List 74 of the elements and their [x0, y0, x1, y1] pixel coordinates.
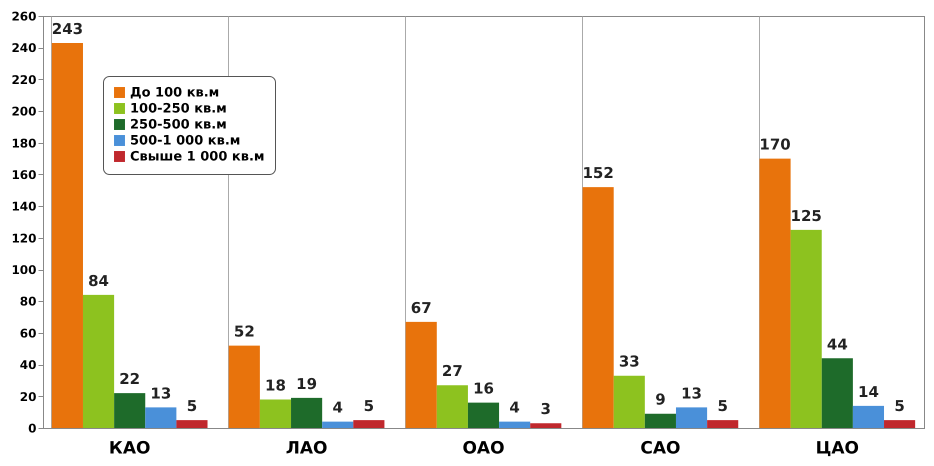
bar: [353, 420, 384, 428]
y-tick-label: 120: [11, 231, 36, 246]
y-tick-label: 0: [28, 422, 36, 436]
data-label: 5: [364, 397, 374, 416]
bar: [145, 407, 176, 428]
y-tick-label: 140: [11, 200, 36, 214]
bar: [499, 422, 530, 428]
bar: [406, 322, 437, 428]
data-label: 19: [296, 374, 318, 393]
y-tick-label: 240: [11, 41, 36, 56]
data-label: 4: [332, 398, 343, 417]
bar: [260, 399, 292, 428]
legend-label: 250-500 кв.м: [130, 118, 227, 132]
y-tick-label: 200: [11, 104, 36, 119]
bar: [884, 420, 916, 428]
data-label: 9: [655, 390, 666, 409]
data-label: 5: [894, 397, 905, 416]
data-label: 14: [858, 382, 879, 401]
legend-label: Свыше 1 000 кв.м: [130, 150, 265, 164]
bar: [759, 158, 791, 428]
legend-label: 100-250 кв.м: [130, 102, 227, 116]
data-label: 13: [150, 384, 172, 402]
data-label: 16: [473, 380, 494, 398]
bar: [82, 294, 114, 428]
x-tick-label: ЛАО: [286, 438, 328, 458]
data-label: 27: [442, 362, 463, 380]
y-tick-label: 180: [11, 136, 36, 150]
y-tick-label: 60: [20, 326, 36, 340]
bar: [436, 385, 468, 428]
y-tick-label: 160: [11, 168, 36, 182]
legend-label: 500-1 000 кв.м: [130, 134, 240, 148]
bar: [614, 376, 645, 428]
legend-label: До 100 кв.м: [130, 86, 220, 100]
bar: [291, 398, 322, 428]
data-label: 125: [790, 206, 822, 225]
bar: [852, 406, 884, 428]
bar: [707, 420, 738, 428]
x-tick-label: ОАО: [462, 438, 505, 458]
bar: [52, 42, 83, 428]
data-label: 5: [186, 397, 198, 416]
data-label: 52: [234, 322, 255, 341]
data-label: 152: [582, 164, 614, 182]
data-label: 13: [681, 384, 702, 402]
bar: [644, 414, 676, 428]
x-tick-label: КАО: [108, 438, 150, 458]
x-tick-label: ЦАО: [816, 438, 860, 458]
y-tick-label: 260: [11, 10, 36, 24]
data-label: 22: [119, 370, 140, 388]
x-tick-label: САО: [640, 438, 680, 458]
bar: [322, 422, 354, 428]
bar: [822, 358, 853, 428]
y-tick-label: 80: [20, 294, 36, 309]
data-label: 67: [410, 298, 432, 317]
bar: [114, 393, 146, 428]
data-label: 5: [717, 397, 728, 416]
data-label: 170: [759, 136, 791, 154]
data-label: 3: [540, 400, 551, 418]
bar: [582, 187, 614, 428]
data-label: 243: [52, 20, 84, 38]
y-tick-label: 40: [20, 358, 36, 372]
bar: [176, 420, 208, 428]
y-tick-label: 100: [11, 263, 36, 278]
bar: [468, 402, 500, 428]
data-label: 4: [509, 398, 520, 417]
bar: [228, 346, 260, 428]
data-label: 33: [618, 352, 640, 371]
y-tick-label: 220: [11, 72, 36, 87]
bar: [530, 423, 562, 428]
data-label: 18: [265, 376, 286, 394]
bar: [790, 230, 822, 428]
data-label: 84: [88, 272, 109, 290]
bar: [676, 407, 708, 428]
y-tick-label: 20: [20, 390, 36, 404]
data-label: 44: [826, 335, 848, 354]
